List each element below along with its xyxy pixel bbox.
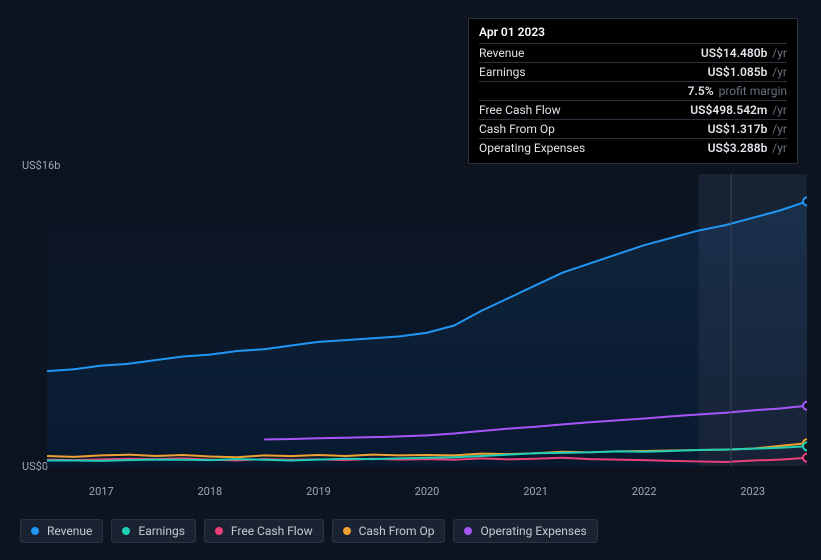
chart-tooltip: Apr 01 2023 Revenue US$14.480b /yr Earning… [468,18,798,164]
legend-item[interactable]: Free Cash Flow [204,519,324,543]
tooltip-row-label: Cash From Op [479,122,555,136]
legend-dot-icon [215,527,223,535]
legend-dot-icon [343,527,351,535]
xaxis-labels: 2017 2018 2019 2020 2021 2022 2023 [0,485,821,501]
tooltip-row-label: Earnings [479,65,526,79]
legend-label: Cash From Op [359,524,435,538]
tooltip-date: Apr 01 2023 [479,25,787,43]
legend-label: Free Cash Flow [231,524,313,538]
tooltip-row: Free Cash Flow US$498.542m /yr [479,100,787,119]
xaxis-label: 2018 [197,485,222,498]
xaxis-label: 2023 [740,485,765,498]
tooltip-row: Revenue US$14.480b /yr [479,43,787,62]
chart-area [17,160,807,480]
legend-item[interactable]: Cash From Op [332,519,446,543]
legend: Revenue Earnings Free Cash Flow Cash From O… [20,519,598,543]
xaxis-label: 2017 [89,485,114,498]
legend-item[interactable]: Earnings [111,519,196,543]
xaxis-label: 2022 [632,485,657,498]
tooltip-row-value: US$1.317b /yr [708,122,787,136]
tooltip-row: Cash From Op US$1.317b /yr [479,119,787,138]
tooltip-row-value: US$498.542m /yr [690,103,787,117]
legend-item[interactable]: Operating Expenses [453,519,597,543]
legend-item[interactable]: Revenue [20,519,103,543]
tooltip-row-value: US$14.480b /yr [701,46,787,60]
xaxis-label: 2020 [415,485,440,498]
tooltip-row-label: Revenue [479,46,524,60]
tooltip-row-label: Operating Expenses [479,141,585,155]
legend-label: Earnings [138,524,185,538]
tooltip-row: 7.5% profit margin [479,81,787,100]
tooltip-row-value: US$3.288b /yr [708,141,787,155]
legend-dot-icon [31,527,39,535]
tooltip-row-value: 7.5% profit margin [688,84,787,98]
xaxis-label: 2019 [306,485,331,498]
legend-dot-icon [464,527,472,535]
tooltip-row: Operating Expenses US$3.288b /yr [479,138,787,157]
legend-label: Operating Expenses [480,524,586,538]
tooltip-row: Earnings US$1.085b /yr [479,62,787,81]
tooltip-row-value: US$1.085b /yr [708,65,787,79]
tooltip-row-label: Free Cash Flow [479,103,561,117]
xaxis-label: 2021 [523,485,548,498]
legend-label: Revenue [47,524,92,538]
legend-dot-icon [122,527,130,535]
chart-svg [17,160,807,480]
